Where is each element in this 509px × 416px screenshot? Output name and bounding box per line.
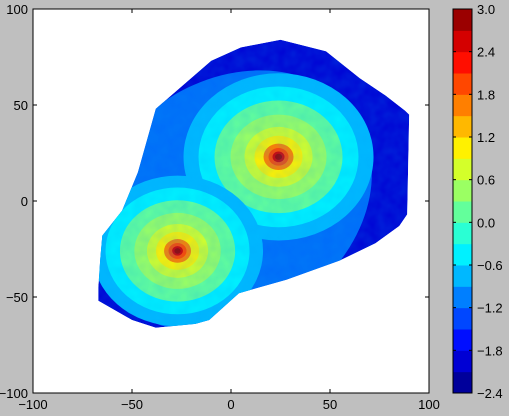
colorbar-band (453, 286, 472, 309)
x-tick-label: 50 (323, 397, 337, 412)
density-field (98, 39, 410, 328)
colorbar-band (453, 137, 472, 159)
colorbar-band (453, 222, 472, 245)
colorbar-tick-label: 1.2 (477, 130, 495, 145)
x-tick-label: −100 (18, 397, 47, 412)
x-axis: −100 −50 0 50 100 (18, 9, 440, 412)
colorbar-tick-label: −1.2 (477, 301, 503, 316)
x-tick-label: −50 (121, 397, 143, 412)
colorbar-band (453, 51, 472, 74)
contour-plot: −100 −50 0 50 100 −100 −50 0 50 100 (0, 2, 440, 412)
x-tick-label: 0 (227, 397, 234, 412)
colorbar-band (453, 201, 472, 223)
colorbar-band (453, 307, 472, 330)
colorbar-tick-label: −0.6 (477, 258, 503, 273)
colorbar-tick-label: 1.8 (477, 87, 495, 102)
colorbar-tick-label: 3.0 (477, 2, 495, 17)
colorbar-band (453, 9, 472, 31)
y-tick-label: 100 (6, 2, 28, 17)
colorbar-band (453, 265, 472, 287)
colorbar-tick-label: 0.6 (477, 173, 495, 188)
colorbar-tick-label: 2.4 (477, 45, 495, 60)
colorbar-tick-label: 0.0 (477, 215, 495, 230)
y-tick-label: 50 (14, 98, 28, 113)
colorbar-band (453, 30, 472, 53)
colorbar-band (453, 73, 472, 95)
y-tick-label: −50 (6, 290, 28, 305)
colorbar-band (453, 371, 472, 394)
y-axis: −100 −50 0 50 100 (0, 2, 429, 401)
colorbar-band (453, 94, 472, 117)
x-tick-label: 100 (418, 397, 440, 412)
colorbar-band (453, 158, 472, 181)
colorbar-band (453, 179, 472, 202)
colorbar-tick-label: −2.4 (477, 386, 503, 401)
colorbar-bands (453, 9, 472, 394)
y-tick-label: 0 (21, 194, 28, 209)
colorbar-frame (452, 8, 473, 394)
colorbar-ticks: 3.0 2.4 1.8 1.2 0.6 0.0 −0.6 −1.2 −1.8 −2.4 (453, 2, 503, 401)
y-tick-label: −100 (0, 386, 28, 401)
colorbar-band (453, 350, 472, 373)
colorbar-band (453, 115, 472, 138)
colorbar: 3.0 2.4 1.8 1.2 0.6 0.0 −0.6 −1.2 −1.8 −2.4 (452, 2, 503, 401)
colorbar-band (453, 243, 472, 266)
colorbar-tick-label: −1.8 (477, 343, 503, 358)
colorbar-band (453, 329, 472, 351)
